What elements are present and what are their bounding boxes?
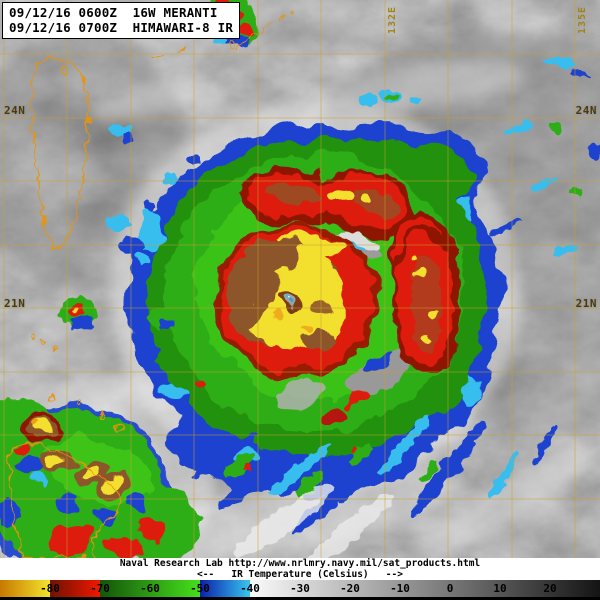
coastline-ryukyu-islands	[151, 9, 295, 61]
coastline-luzon	[8, 443, 121, 558]
credit-line: Naval Research Lab http://www.nrlmry.nav…	[119, 558, 481, 569]
colorbar-tick-label: -60	[140, 582, 160, 595]
typhoon-meranti	[130, 123, 502, 495]
island-dot	[59, 66, 69, 76]
colorbar-tick-label: 0	[446, 582, 454, 595]
colorbar-tick-label: -20	[340, 582, 360, 595]
colorbar-caption: <-- IR Temperature (Celsius) -->	[197, 569, 403, 580]
colorbar-tick-label: 20	[543, 582, 557, 595]
title-line-1: 09/12/16 0600Z 16W MERANTI	[9, 5, 218, 20]
footer-caption: Naval Research Lab http://www.nrlmry.nav…	[0, 558, 600, 580]
colorbar: -80 -70 -60 -50 -40 -30 -20 -10 0 10 20	[0, 580, 600, 600]
satellite-image	[0, 0, 600, 558]
typhoon-core	[214, 224, 380, 378]
grid-overlay	[0, 0, 600, 558]
colorbar-tick-label: 10	[493, 582, 507, 595]
colorbar-tick-label: -80	[40, 582, 60, 595]
title-box: 09/12/16 0600Z 16W MERANTI 09/12/16 0700…	[2, 2, 241, 39]
colorbar-tick-label: -10	[390, 582, 410, 595]
title-line-2: 09/12/16 0700Z HIMAWARI-8 IR	[9, 20, 234, 35]
southwest-convection	[0, 398, 200, 558]
colorbar-tick-label: -70	[90, 582, 110, 595]
east-band	[391, 226, 463, 374]
typhoon-eye	[280, 290, 302, 310]
feeder-bands	[60, 56, 600, 558]
colorbar-tick-label: -50	[190, 582, 210, 595]
colorbar-tick-label: -30	[290, 582, 310, 595]
coastline-batanes	[31, 333, 124, 432]
colorbar-tick-label: -40	[240, 582, 260, 595]
